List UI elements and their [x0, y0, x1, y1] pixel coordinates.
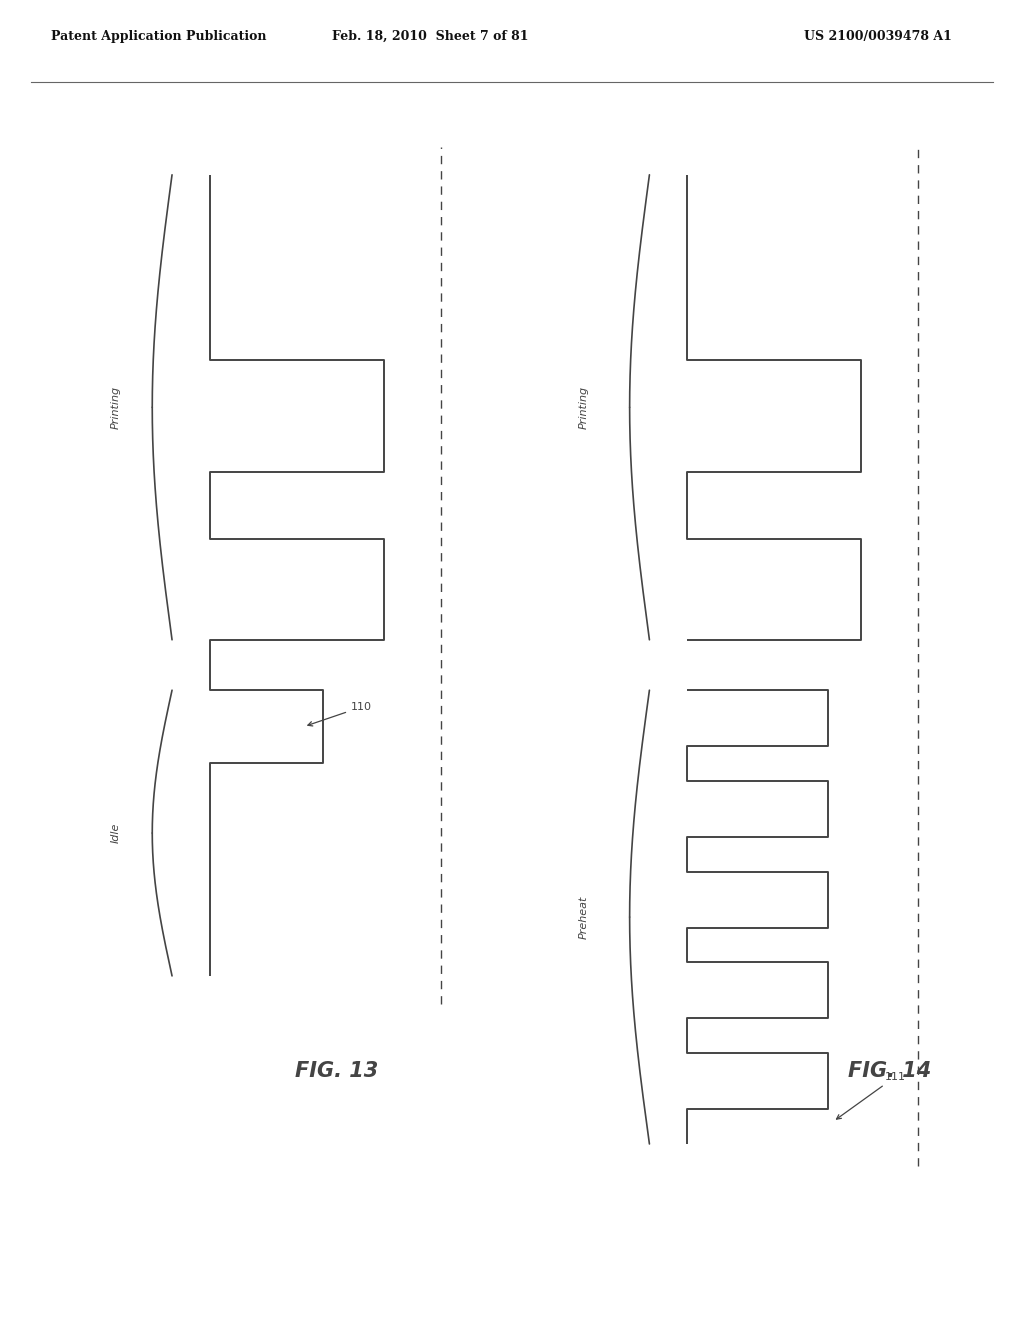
Text: Patent Application Publication: Patent Application Publication [51, 30, 266, 44]
Text: Printing: Printing [579, 385, 589, 429]
Text: Idle: Idle [111, 822, 121, 843]
Text: Printing: Printing [111, 385, 121, 429]
Text: 110: 110 [308, 702, 372, 726]
Text: Preheat: Preheat [579, 895, 589, 939]
Text: FIG. 14: FIG. 14 [848, 1061, 931, 1081]
Text: US 2100/0039478 A1: US 2100/0039478 A1 [805, 30, 952, 44]
Text: Feb. 18, 2010  Sheet 7 of 81: Feb. 18, 2010 Sheet 7 of 81 [332, 30, 528, 44]
Text: 111: 111 [837, 1072, 906, 1119]
Text: FIG. 13: FIG. 13 [295, 1061, 379, 1081]
